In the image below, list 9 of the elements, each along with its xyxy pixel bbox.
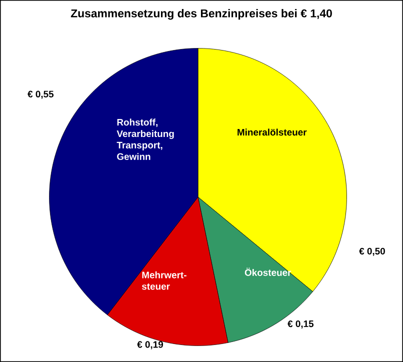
slice-label: Rohstoff, Verarbeitung Transport, Gewinn: [116, 118, 174, 160]
chart-title: Zusammensetzung des Benzinpreises bei € 1,40: [70, 8, 332, 20]
slice-label: Ökosteuer: [244, 268, 292, 276]
data-label: € 0,50: [359, 248, 385, 256]
data-label: € 0,19: [137, 341, 164, 350]
slice-label: Mehrwert-steuer: [142, 271, 186, 290]
data-label: € 0,55: [28, 90, 54, 99]
slice-label: Mineralölsteuer: [238, 128, 307, 136]
data-label: € 0,15: [288, 320, 314, 328]
